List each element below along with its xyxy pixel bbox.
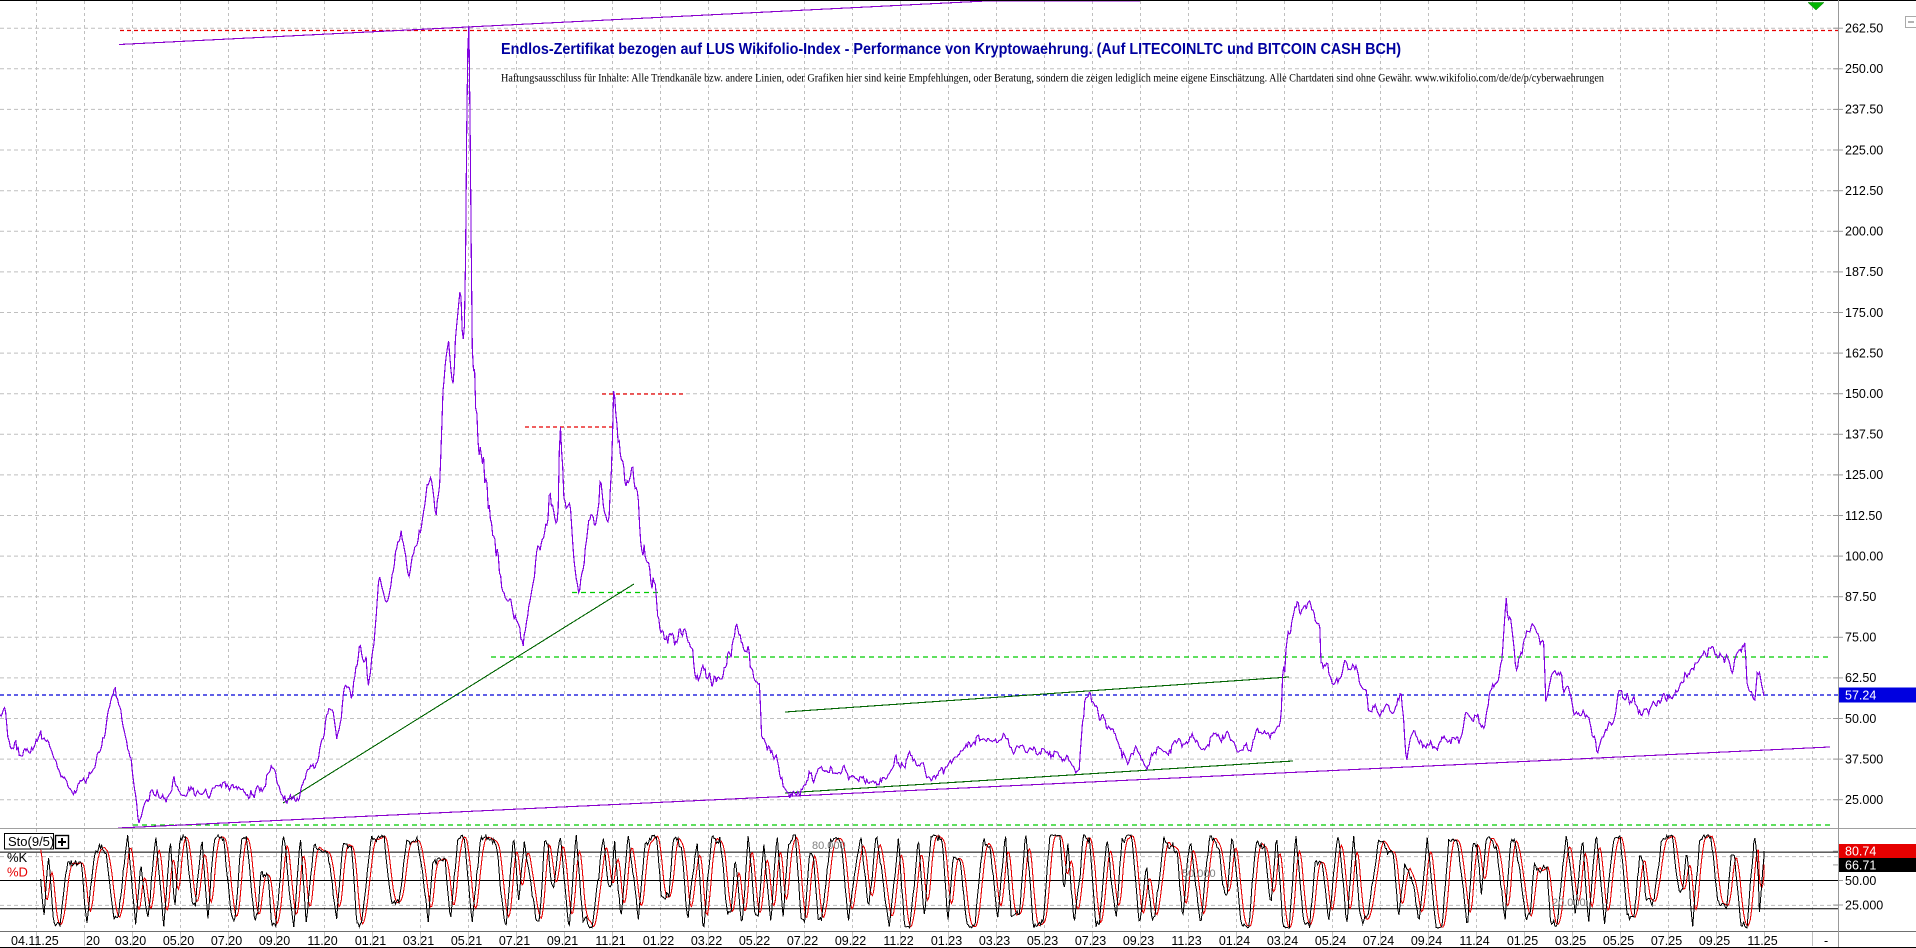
svg-text:09.22: 09.22 — [835, 934, 866, 948]
svg-text:37.500: 37.500 — [1845, 752, 1883, 766]
svg-text:Sto(9/5): Sto(9/5) — [8, 834, 54, 849]
svg-text:01.25: 01.25 — [1507, 934, 1538, 948]
svg-text:01.22: 01.22 — [643, 934, 674, 948]
svg-text:04.11.25: 04.11.25 — [11, 934, 59, 948]
svg-text:11.22: 11.22 — [883, 934, 913, 948]
svg-text:Endlos-Zertifikat bezogen auf: Endlos-Zertifikat bezogen auf LUS Wikifo… — [501, 41, 1401, 58]
svg-text:09.24: 09.24 — [1411, 934, 1442, 948]
svg-text:262.50: 262.50 — [1845, 22, 1883, 36]
svg-text:03.25: 03.25 — [1555, 934, 1586, 948]
svg-text:50.00: 50.00 — [1845, 874, 1876, 888]
svg-text:11.23: 11.23 — [1171, 934, 1201, 948]
svg-text:-: - — [1824, 934, 1828, 948]
svg-text:07.24: 07.24 — [1363, 934, 1394, 948]
svg-text:100.00: 100.00 — [1845, 549, 1883, 563]
svg-text:50.00: 50.00 — [1845, 712, 1876, 726]
svg-text:62.50: 62.50 — [1845, 671, 1876, 685]
svg-text:187.50: 187.50 — [1845, 265, 1883, 279]
svg-text:125.00: 125.00 — [1845, 468, 1883, 482]
svg-text:03.24: 03.24 — [1267, 934, 1298, 948]
svg-text:11.21: 11.21 — [595, 934, 625, 948]
svg-text:07.25: 07.25 — [1651, 934, 1682, 948]
svg-text:11.25: 11.25 — [1747, 934, 1777, 948]
svg-text:250.00: 250.00 — [1845, 62, 1883, 76]
svg-text:50.000: 50.000 — [1182, 868, 1216, 880]
svg-text:01.23: 01.23 — [931, 934, 962, 948]
svg-text:150.00: 150.00 — [1845, 387, 1883, 401]
svg-text:05.22: 05.22 — [739, 934, 770, 948]
svg-text:225.00: 225.00 — [1845, 143, 1883, 157]
svg-text:09.21: 09.21 — [547, 934, 578, 948]
svg-text:07.21: 07.21 — [499, 934, 530, 948]
svg-text:162.50: 162.50 — [1845, 346, 1883, 360]
svg-text:25.000: 25.000 — [1845, 898, 1883, 912]
svg-text:%K: %K — [7, 850, 28, 865]
svg-text:03.22: 03.22 — [691, 934, 722, 948]
svg-text:05.23: 05.23 — [1027, 934, 1058, 948]
svg-text:01.21: 01.21 — [355, 934, 386, 948]
svg-text:09.23: 09.23 — [1123, 934, 1154, 948]
svg-text:212.50: 212.50 — [1845, 184, 1883, 198]
svg-text:03.23: 03.23 — [979, 934, 1010, 948]
svg-text:175.00: 175.00 — [1845, 306, 1883, 320]
svg-text:09.25: 09.25 — [1699, 934, 1730, 948]
svg-text:Haftungsausschluss für Inhalte: Haftungsausschluss für Inhalte: Alle Tre… — [501, 71, 1604, 85]
svg-text:112.50: 112.50 — [1845, 509, 1882, 523]
svg-text:05.24: 05.24 — [1315, 934, 1346, 948]
svg-text:%D: %D — [7, 865, 28, 880]
svg-text:20.000: 20.000 — [1552, 897, 1586, 909]
svg-text:05.21: 05.21 — [451, 934, 482, 948]
svg-text:07.22: 07.22 — [787, 934, 818, 948]
svg-text:05.25: 05.25 — [1603, 934, 1634, 948]
svg-text:57.24: 57.24 — [1845, 688, 1876, 702]
svg-text:11.20: 11.20 — [307, 934, 337, 948]
svg-text:01.24: 01.24 — [1219, 934, 1250, 948]
svg-text:09.20: 09.20 — [259, 934, 290, 948]
svg-text:80.74: 80.74 — [1845, 844, 1876, 858]
svg-text:03.20: 03.20 — [115, 934, 146, 948]
svg-text:05.20: 05.20 — [163, 934, 194, 948]
svg-text:66.71: 66.71 — [1845, 859, 1876, 873]
svg-text:07.20: 07.20 — [211, 934, 242, 948]
svg-text:07.23: 07.23 — [1075, 934, 1106, 948]
svg-text:137.50: 137.50 — [1845, 428, 1883, 442]
svg-text:237.50: 237.50 — [1845, 103, 1883, 117]
svg-text:80.000: 80.000 — [812, 840, 846, 852]
svg-text:11.24: 11.24 — [1459, 934, 1489, 948]
svg-text:20: 20 — [86, 934, 100, 948]
svg-text:25.000: 25.000 — [1845, 793, 1883, 807]
svg-text:75.00: 75.00 — [1845, 631, 1876, 645]
svg-text:200.00: 200.00 — [1845, 225, 1883, 239]
svg-text:03.21: 03.21 — [403, 934, 434, 948]
svg-text:87.50: 87.50 — [1845, 590, 1876, 604]
